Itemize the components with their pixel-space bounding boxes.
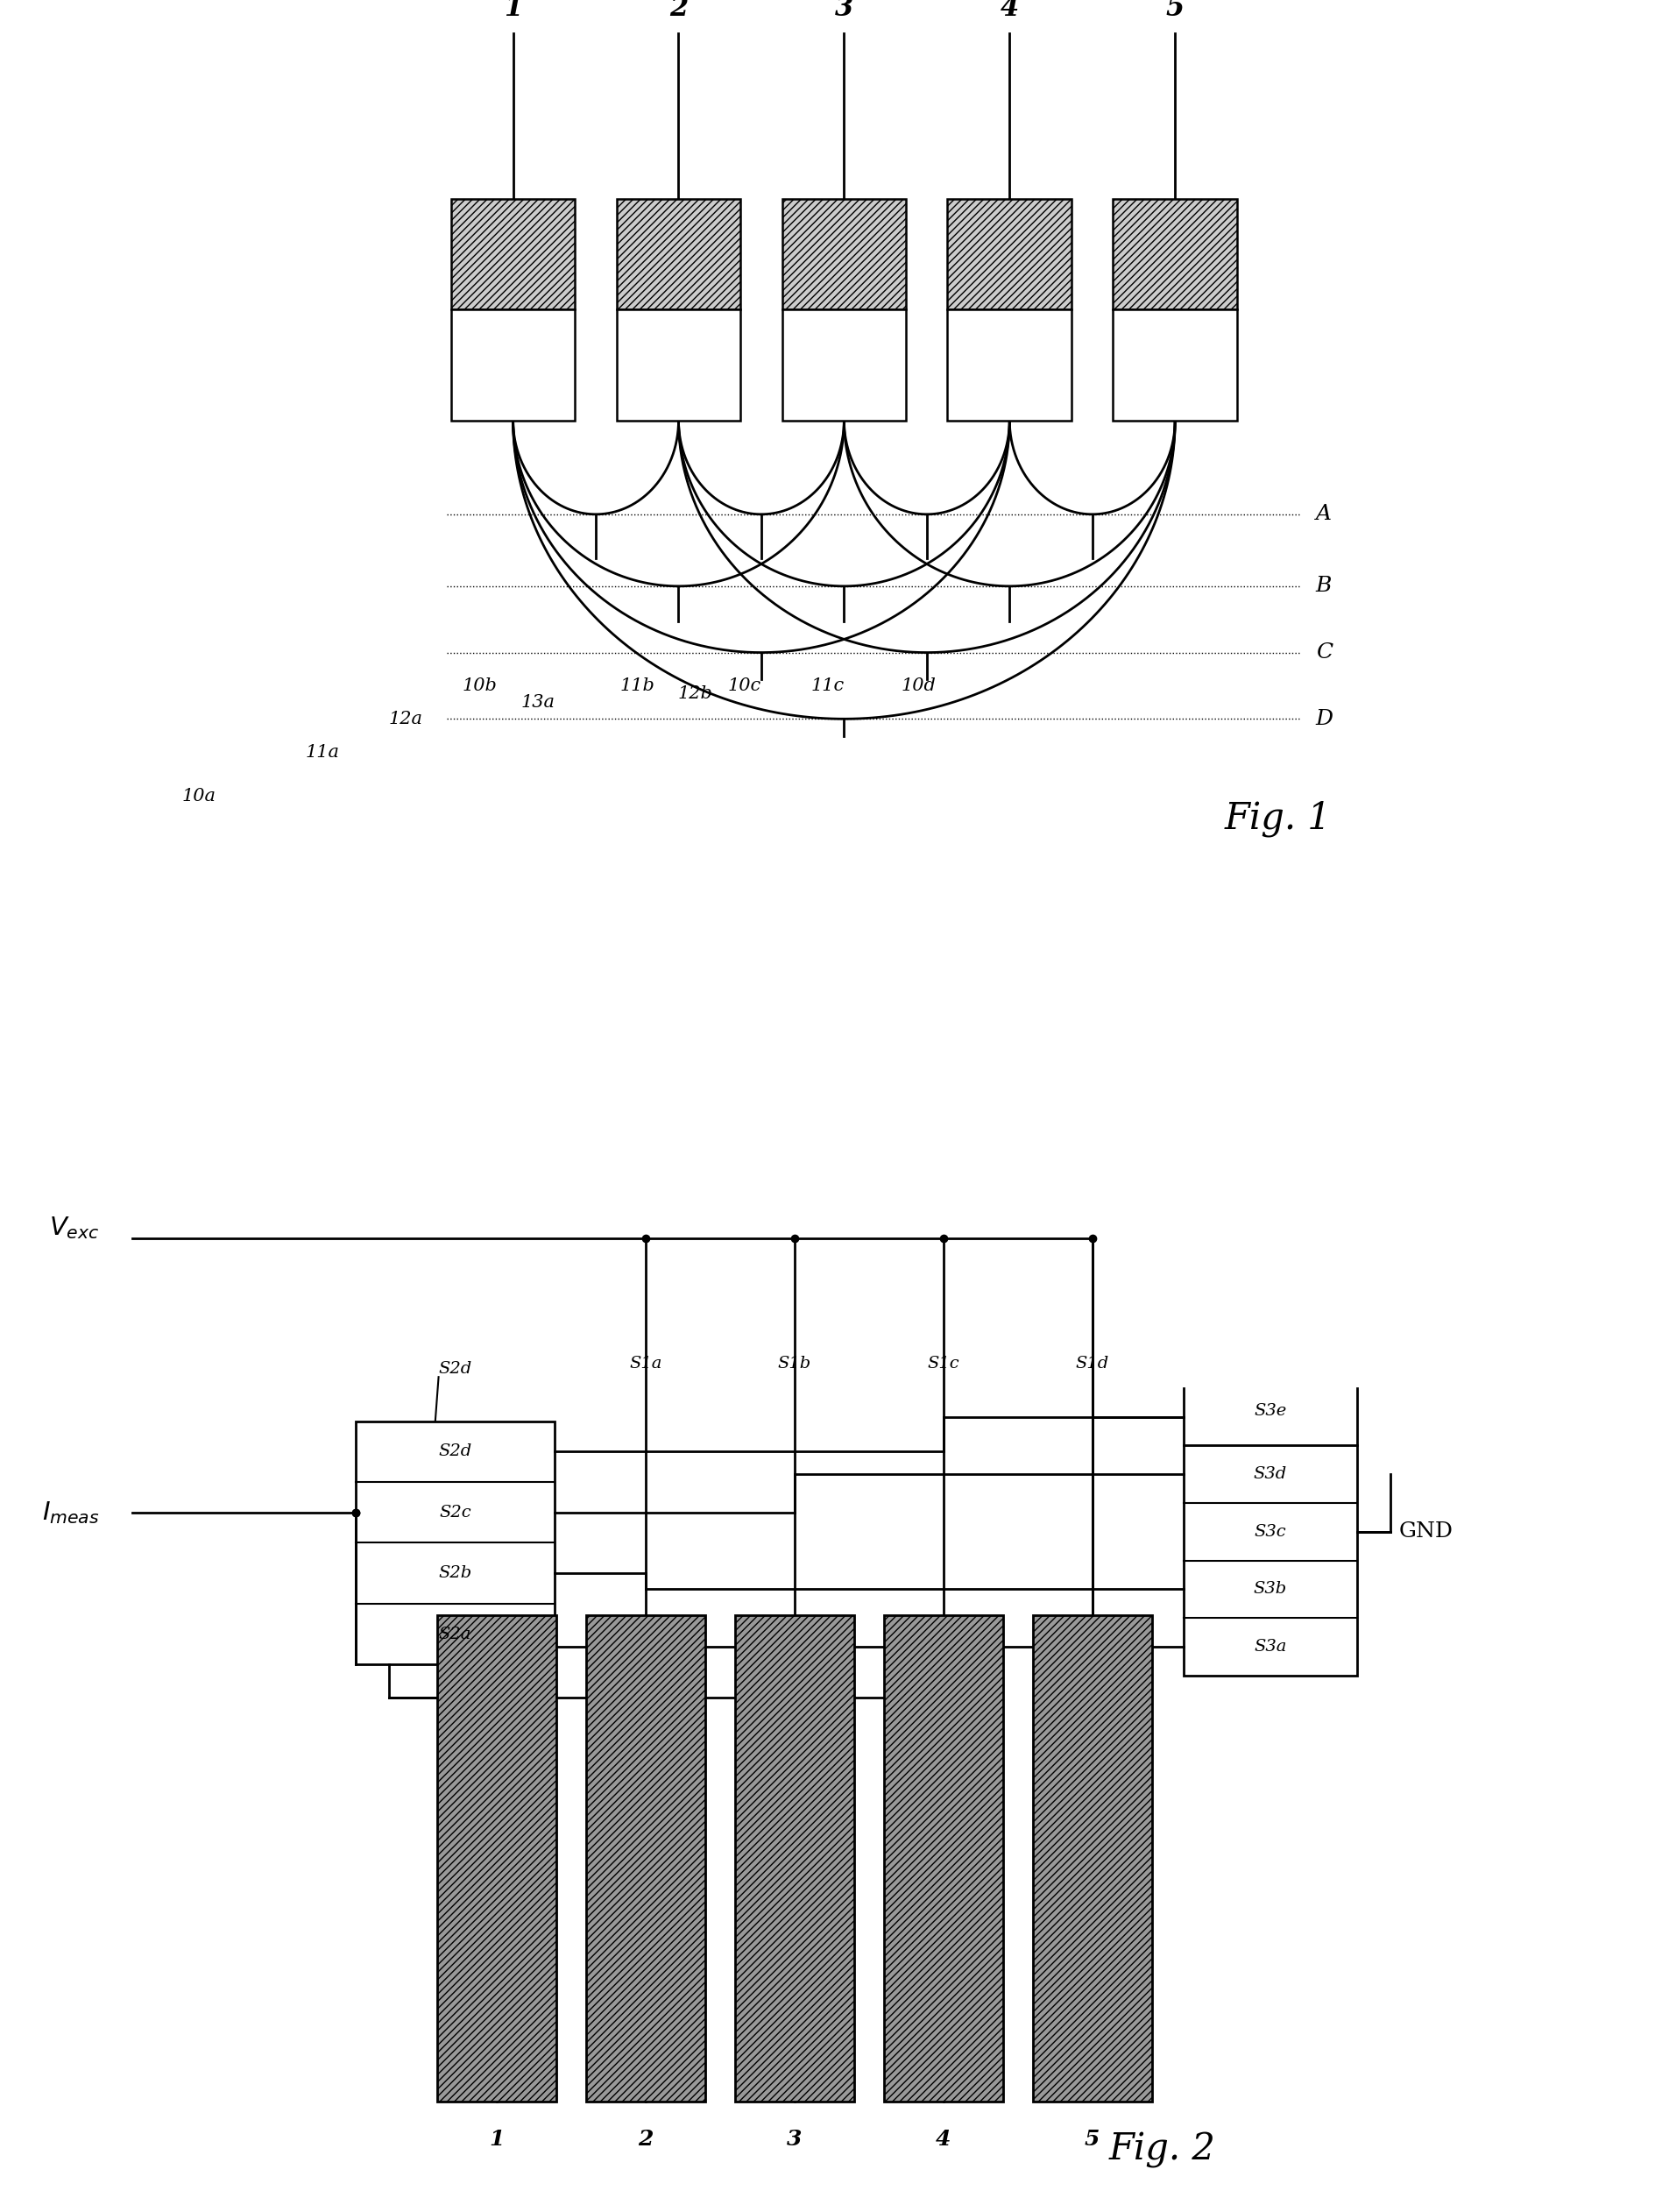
Text: S1a: S1a — [629, 1356, 662, 1371]
Text: 1: 1 — [488, 2128, 505, 2150]
Bar — [450, 199, 576, 310]
Text: S2c: S2c — [439, 1504, 472, 1520]
Text: 10c: 10c — [728, 677, 761, 695]
Bar — [884, 1615, 1003, 2101]
Bar — [586, 1615, 705, 2101]
Text: 10b: 10b — [462, 677, 498, 695]
Bar — [1112, 199, 1238, 310]
Text: 11a: 11a — [306, 743, 339, 761]
Text: S1c: S1c — [927, 1356, 960, 1371]
Text: 2: 2 — [669, 0, 688, 22]
Text: 1: 1 — [503, 0, 523, 22]
Text: S1d: S1d — [1076, 1356, 1109, 1371]
Text: C: C — [1316, 641, 1332, 664]
Text: S2b: S2b — [439, 1566, 472, 1582]
Text: S1b: S1b — [778, 1356, 811, 1371]
Text: 12b: 12b — [677, 686, 713, 701]
Text: 11c: 11c — [811, 677, 844, 695]
Text: $V_{exc}$: $V_{exc}$ — [50, 1214, 99, 1241]
Text: 5: 5 — [1084, 2128, 1101, 2150]
Text: Fig. 2: Fig. 2 — [1109, 2130, 1216, 2168]
Text: S2d: S2d — [439, 1444, 472, 1460]
Text: B: B — [1316, 575, 1332, 597]
Text: 4: 4 — [1000, 0, 1019, 22]
Bar — [1112, 310, 1238, 420]
Bar — [783, 310, 907, 420]
Text: Fig. 1: Fig. 1 — [1225, 801, 1332, 836]
Bar — [617, 199, 741, 310]
Bar — [783, 199, 907, 310]
Text: 13a: 13a — [521, 695, 554, 710]
Text: S3c: S3c — [1254, 1524, 1286, 1540]
Text: 3: 3 — [786, 2128, 803, 2150]
Text: S3a: S3a — [1254, 1639, 1286, 1655]
Text: S3d: S3d — [1253, 1467, 1288, 1482]
Text: S3b: S3b — [1253, 1582, 1288, 1597]
Text: 11b: 11b — [619, 677, 655, 695]
Bar — [1183, 1447, 1357, 1677]
Text: 12a: 12a — [389, 710, 422, 728]
Bar — [617, 310, 741, 420]
Text: GND: GND — [1398, 1522, 1453, 1542]
Bar — [356, 1422, 554, 1663]
Bar — [1033, 1615, 1152, 2101]
Bar — [450, 310, 576, 420]
Bar — [948, 310, 1072, 420]
Text: $I_{meas}$: $I_{meas}$ — [41, 1500, 99, 1526]
Text: S2d: S2d — [439, 1360, 472, 1376]
Text: 5: 5 — [1165, 0, 1185, 22]
Bar — [948, 199, 1072, 310]
Text: S3e: S3e — [1254, 1402, 1286, 1420]
Text: 10a: 10a — [182, 787, 215, 805]
Text: D: D — [1316, 708, 1334, 730]
Text: 4: 4 — [935, 2128, 952, 2150]
Bar — [735, 1615, 854, 2101]
Text: S2a: S2a — [439, 1626, 472, 1641]
Text: 3: 3 — [834, 0, 854, 22]
Text: A: A — [1316, 504, 1332, 524]
Text: 2: 2 — [637, 2128, 654, 2150]
Text: 10d: 10d — [900, 677, 937, 695]
Bar — [437, 1615, 556, 2101]
